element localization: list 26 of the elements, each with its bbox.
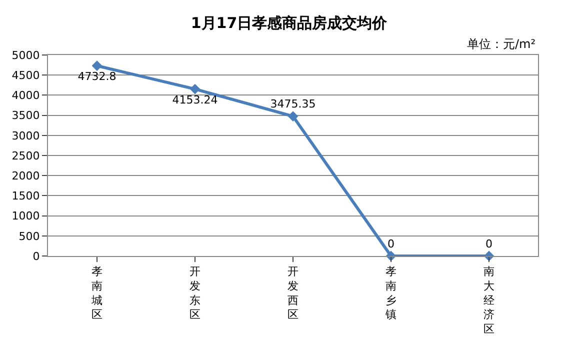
data-label: 4732.8: [78, 70, 116, 83]
data-label: 4153.24: [172, 93, 218, 106]
x-tick-label: 南大经济区: [484, 265, 494, 336]
point: [288, 111, 298, 122]
x-tick-label: 开发东区: [190, 265, 200, 322]
y-tick-label: 3000: [12, 129, 40, 142]
y-tick-label: 2500: [12, 149, 40, 162]
chart-title: 1月17日孝感商品房成交均价: [190, 14, 388, 32]
point: [190, 84, 200, 94]
y-tick-label: 1500: [12, 190, 40, 203]
x-tick-label: 孝南城区: [90, 265, 102, 322]
x-tick-label: 孝南乡镇: [384, 265, 396, 322]
y-tick-label: 3500: [12, 109, 40, 122]
data-label: 3475.35: [270, 98, 316, 111]
y-tick-label: 5000: [12, 48, 40, 62]
y-tick-label: 4000: [12, 89, 40, 102]
point: [92, 60, 102, 71]
y-tick-label: 1000: [12, 210, 40, 223]
y-tick-label: 4500: [12, 68, 40, 82]
text: 单位：元/m²: [467, 37, 536, 51]
data-label: 0: [486, 237, 492, 250]
x-tick-label: 开发西区: [288, 265, 298, 322]
y-tick-label: 500: [18, 230, 40, 243]
y-tick-label: 2000: [12, 169, 40, 182]
data-label: 0: [388, 237, 394, 250]
y-tick-label: 0: [32, 250, 40, 263]
